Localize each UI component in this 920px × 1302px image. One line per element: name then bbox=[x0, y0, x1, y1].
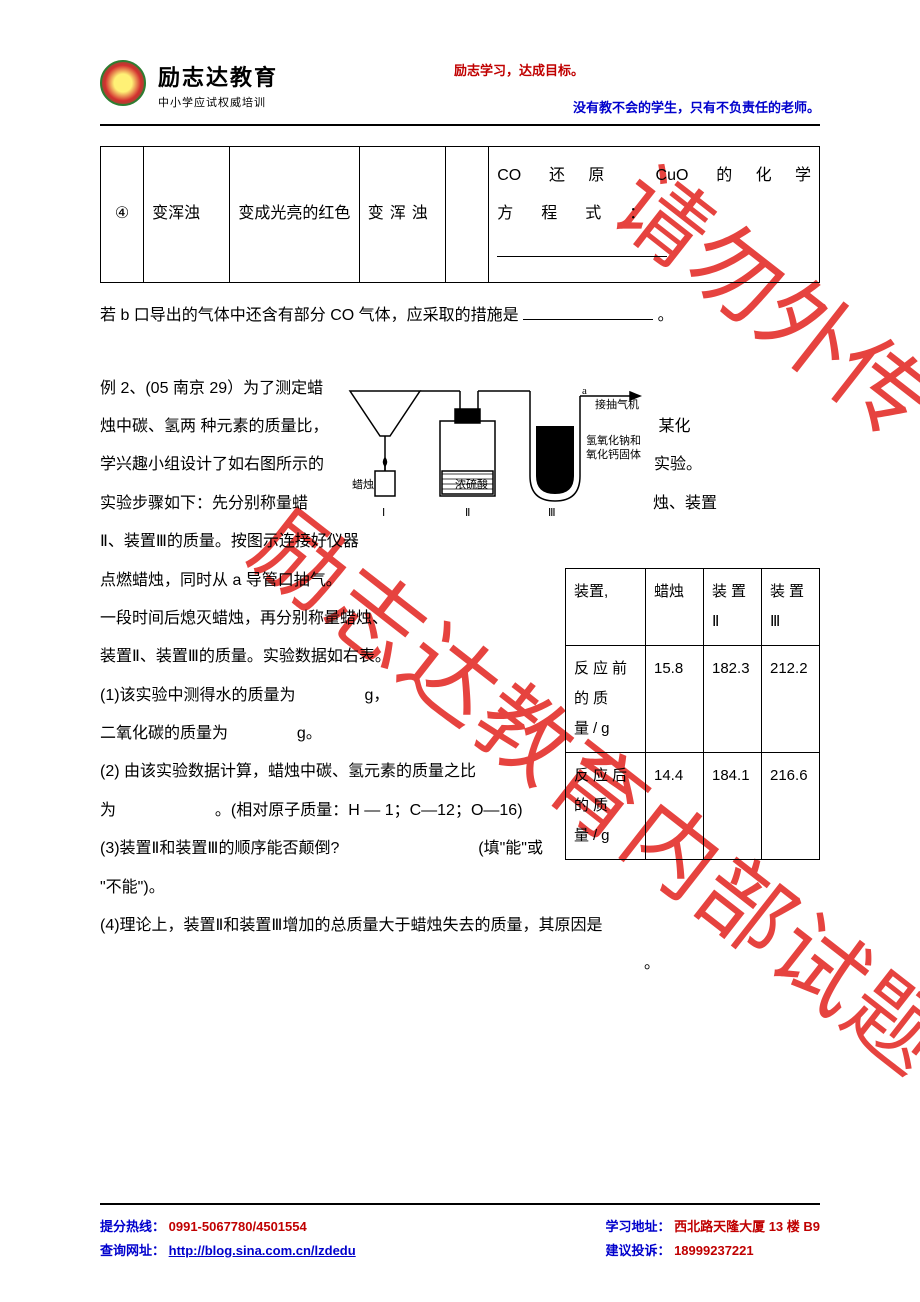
ex-l2l: 烛中碳、氢两 种元素的质量比， bbox=[100, 418, 328, 435]
cell-num: ④ bbox=[101, 147, 144, 283]
table-row: ④ 变浑浊 变成光亮的红色 变浑浊 CO 还原 CuO 的化学 方程式： bbox=[101, 147, 820, 283]
ex-l4l: 实验步骤如下：先分别称量蜡 bbox=[100, 495, 308, 512]
table-row: 装置, 蜡烛 装置Ⅱ 装置Ⅲ bbox=[566, 568, 820, 645]
ex-q3a: (3)装置Ⅱ和装置Ⅲ的顺序能否颠倒? bbox=[100, 840, 339, 857]
label-II: Ⅱ bbox=[465, 507, 470, 519]
label-solid1: 氢氧化钠和 bbox=[586, 433, 641, 447]
ex-q1b-unit: g。 bbox=[297, 725, 322, 742]
page-header: 励志达教育 中小学应试权威培训 励志学习，达成目标。 没有教不会的学生，只有不负… bbox=[100, 60, 820, 126]
line-after-table: 若 b 口导出的气体中还含有部分 CO 气体，应采取的措施是 。 bbox=[100, 297, 820, 335]
ex-l2r: 某化 bbox=[658, 418, 690, 435]
cell-3: 变浑浊 bbox=[359, 147, 445, 283]
addr-value: 西北路天隆大厦 13 楼 B9 bbox=[674, 1219, 820, 1234]
label-a: a bbox=[582, 385, 587, 397]
label-candle: 蜡烛 bbox=[352, 478, 374, 491]
dt-r1-2: 212.2 bbox=[762, 645, 820, 752]
ex-q1a-text: (1)该实验中测得水的质量为 bbox=[100, 687, 296, 704]
ex-l1: 例 2、(05 南京 29）为了测定蜡 bbox=[100, 380, 323, 397]
ex-l4r: 烛、装置 bbox=[653, 495, 717, 512]
dt-r1-0: 15.8 bbox=[646, 645, 704, 752]
brand-logo bbox=[100, 60, 146, 106]
cell-5-line1: CO 还原 CuO 的化学 bbox=[497, 157, 811, 195]
ex-q3b: (填"能"或 bbox=[478, 840, 543, 857]
cell-4 bbox=[446, 147, 489, 283]
dt-r2-label: 反应后的质量/g bbox=[566, 752, 646, 859]
blank-line bbox=[497, 241, 667, 257]
header-right: 励志学习，达成目标。 没有教不会的学生，只有不负责任的老师。 bbox=[278, 60, 820, 116]
dt-h0: 装置, bbox=[566, 568, 646, 645]
apparatus-diagram: 蜡烛 浓硫酸 氢氧化钠和 氧化钙固体 接抽气机 a Ⅰ Ⅱ Ⅲ bbox=[330, 376, 650, 531]
hotline-label: 提分热线： bbox=[100, 1219, 165, 1234]
footer-right: 学习地址： 西北路天隆大厦 13 楼 B9 建议投诉： 18999237221 bbox=[605, 1215, 820, 1262]
dt-r2-2: 216.6 bbox=[762, 752, 820, 859]
dt-h3: 装置Ⅲ bbox=[762, 568, 820, 645]
ex-q2b-text: 为 bbox=[100, 802, 116, 819]
brand-subtitle: 中小学应试权威培训 bbox=[158, 94, 278, 110]
label-III: Ⅲ bbox=[548, 507, 556, 519]
dt-r1-1: 182.3 bbox=[704, 645, 762, 752]
cell-5-line2-text: 方程式： bbox=[497, 205, 673, 222]
label-solid2: 氧化钙固体 bbox=[586, 447, 641, 461]
page: 励志达教育 中小学应试权威培训 励志学习，达成目标。 没有教不会的学生，只有不负… bbox=[0, 0, 920, 1034]
data-table: 装置, 蜡烛 装置Ⅱ 装置Ⅲ 反应前的质量/g 15.8 182.3 212.2… bbox=[565, 568, 820, 860]
ex-q1b-text: 二氧化碳的质量为 bbox=[100, 725, 228, 742]
ex-l3r: 实验。 bbox=[654, 456, 702, 473]
dt-h1: 蜡烛 bbox=[646, 568, 704, 645]
blank-underline bbox=[523, 304, 653, 320]
dt-r2-0: 14.4 bbox=[646, 752, 704, 859]
ex-q1a-unit: g， bbox=[364, 687, 389, 704]
slogan-1: 励志学习，达成目标。 bbox=[218, 60, 820, 79]
label-pump: 接抽气机 bbox=[595, 397, 639, 411]
hotline-value: 0991-5067780/4501554 bbox=[169, 1219, 307, 1234]
ex-q4-tail: 。 bbox=[100, 945, 820, 983]
line-after-table-tail: 。 bbox=[658, 307, 674, 324]
dt-r2-1: 184.1 bbox=[704, 752, 762, 859]
url-value[interactable]: http://blog.sina.com.cn/lzdedu bbox=[169, 1243, 356, 1258]
complain-label: 建议投诉： bbox=[605, 1243, 670, 1258]
table-row: 反应前的质量/g 15.8 182.3 212.2 bbox=[566, 645, 820, 752]
cell-5: CO 还原 CuO 的化学 方程式： bbox=[489, 147, 820, 283]
line-after-table-text: 若 b 口导出的气体中还含有部分 CO 气体，应采取的措施是 bbox=[100, 307, 519, 324]
ex-q3c: "不能")。 bbox=[100, 869, 820, 907]
page-footer: 提分热线： 0991-5067780/4501554 查询网址： http://… bbox=[100, 1203, 820, 1262]
table-row: 反应后的质量/g 14.4 184.1 216.6 bbox=[566, 752, 820, 859]
cell-5-line2: 方程式： bbox=[497, 195, 811, 233]
answer-table: ④ 变浑浊 变成光亮的红色 变浑浊 CO 还原 CuO 的化学 方程式： bbox=[100, 146, 820, 283]
ex-l3l: 学兴趣小组设计了如右图所示的 bbox=[100, 456, 324, 473]
complain-value: 18999237221 bbox=[674, 1243, 754, 1258]
addr-label: 学习地址： bbox=[605, 1219, 670, 1234]
ex-q2c-text: 。(相对原子质量：H — 1；C—12；O—16) bbox=[215, 802, 523, 819]
footer-left: 提分热线： 0991-5067780/4501554 查询网址： http://… bbox=[100, 1215, 356, 1262]
slogan-2: 没有教不会的学生，只有不负责任的老师。 bbox=[278, 97, 820, 116]
ex-q4: (4)理论上，装置Ⅱ和装置Ⅲ增加的总质量大于蜡烛失去的质量，其原因是 bbox=[100, 907, 820, 945]
label-acid: 浓硫酸 bbox=[455, 477, 488, 491]
cell-1: 变浑浊 bbox=[144, 147, 230, 283]
label-I: Ⅰ bbox=[382, 507, 385, 519]
dt-h2: 装置Ⅱ bbox=[704, 568, 762, 645]
dt-r1-label: 反应前的质量/g bbox=[566, 645, 646, 752]
url-label: 查询网址： bbox=[100, 1243, 165, 1258]
cell-2: 变成光亮的红色 bbox=[230, 147, 359, 283]
example-2-block: 蜡烛 浓硫酸 氢氧化钠和 氧化钙固体 接抽气机 a Ⅰ Ⅱ Ⅲ 例 2、(05 … bbox=[100, 370, 820, 984]
